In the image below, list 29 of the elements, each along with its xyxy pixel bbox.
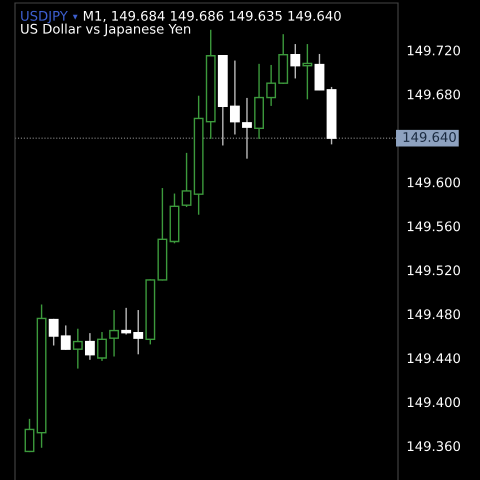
annotation: ▾ bbox=[72, 14, 78, 20]
candlestick bbox=[230, 60, 240, 134]
candlestick bbox=[84, 333, 95, 360]
candlestick bbox=[302, 44, 312, 100]
y-tick-label: 149.720 bbox=[408, 45, 460, 56]
candlestick bbox=[266, 64, 276, 106]
y-tick-label: 149.360 bbox=[408, 441, 460, 452]
y-tick-label: 149.400 bbox=[408, 397, 460, 408]
candlestick bbox=[242, 98, 252, 159]
candlestick bbox=[72, 328, 83, 369]
candlestick bbox=[60, 325, 71, 350]
candlestick bbox=[97, 332, 107, 361]
text: USDJPY bbox=[21, 10, 68, 24]
y-tick-label: 149.440 bbox=[408, 353, 460, 364]
y-tick-label: 149.600 bbox=[408, 177, 460, 188]
candlestick bbox=[133, 310, 144, 354]
y-tick-label: 149.480 bbox=[408, 309, 460, 320]
candlestick bbox=[24, 418, 34, 452]
text: US Dollar vs Japanese Yen bbox=[21, 24, 190, 36]
candlestick bbox=[121, 308, 132, 335]
candlestick bbox=[290, 44, 300, 78]
annotation: M1, 149.684 149.686 149.635 149.640 bbox=[84, 10, 341, 22]
candlestick bbox=[109, 310, 119, 356]
y-tick-label: 149.520 bbox=[408, 265, 460, 276]
candlestick bbox=[182, 152, 192, 208]
y-tick-label: 149.680 bbox=[408, 89, 460, 100]
ref-line-label: 149.640 bbox=[404, 132, 456, 142]
y-tick-label: 149.560 bbox=[408, 221, 460, 232]
candlestick bbox=[48, 318, 59, 346]
